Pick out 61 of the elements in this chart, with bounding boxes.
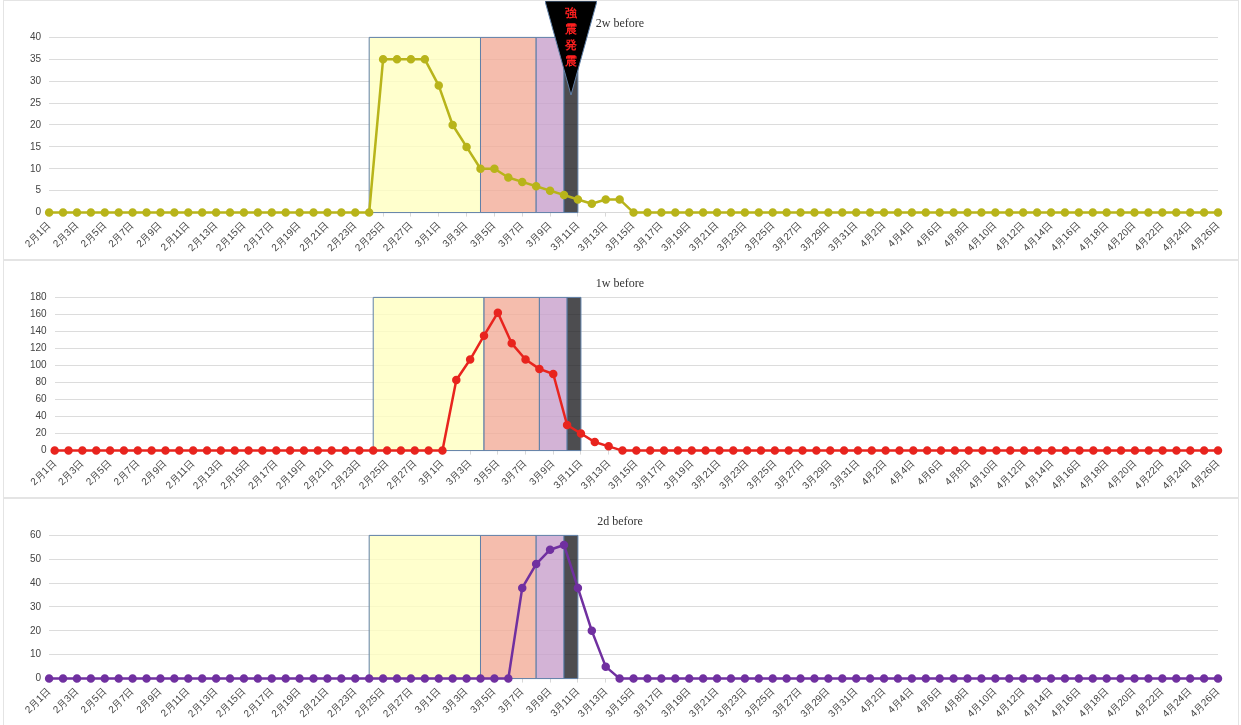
x-tick-label: 3月3日 [443,457,474,488]
y-tick-label: 160 [30,308,48,320]
x-tick-label: 4月2日 [857,685,888,716]
x-tick-label: 4月4日 [885,219,916,250]
y-tick-label: 60 [30,529,42,541]
y-tick-label: 30 [30,74,42,86]
chart-title: 2w before [595,16,645,31]
y-tick-label: 120 [30,342,48,354]
y-tick-label: 25 [30,96,42,108]
x-tick-label: 4月2日 [857,219,888,250]
chart-title: 1w before [595,276,645,291]
x-tick-label: 2月5日 [78,685,109,716]
x-tick-label: 2月1日 [22,219,53,250]
x-tick-label: 2月3日 [50,219,81,250]
y-tick-label: 30 [30,600,42,612]
x-tick-label: 4月2日 [859,457,889,488]
y-tick-label: 15 [30,140,42,152]
y-tick-label: 60 [35,393,48,405]
x-tick-label: 2月7日 [111,457,142,488]
x-tick-label: 4月6日 [914,457,945,488]
y-tick-label: 20 [30,118,42,130]
y-tick-label: 40 [30,576,42,588]
x-tick-label: 2月5日 [83,457,114,488]
x-tick-label: 3月7日 [495,219,526,250]
x-tick-label: 3月1日 [412,685,443,716]
y-tick-label: 20 [35,427,48,439]
y-tick-label: 80 [35,376,48,388]
x-tick-label: 2月7日 [106,685,136,716]
chart-title: 2d before [597,514,643,529]
x-tick-label: 3月1日 [412,219,443,250]
y-tick-label: 100 [30,359,48,371]
y-tick-label: 35 [30,53,42,65]
y-tick-label: 40 [30,31,42,43]
y-tick-label: 20 [30,624,42,636]
x-tick-label: 3月5日 [471,457,502,488]
x-tick-label: 4月6日 [913,685,944,716]
band-label: 強震発震 [563,5,578,69]
y-tick-label: 0 [35,672,42,684]
x-tick-label: 3月5日 [467,219,498,250]
x-tick-label: 4月4日 [886,457,917,488]
y-tick-label: 50 [30,553,42,565]
x-tick-label: 3月5日 [467,685,498,716]
x-tick-label: 3月7日 [495,685,526,716]
y-tick-label: 10 [30,162,42,174]
y-tick-label: 0 [35,206,42,218]
y-tick-label: 180 [30,291,48,303]
x-tick-label: 3月7日 [499,457,529,488]
x-tick-label: 2月1日 [22,685,53,716]
x-tick-label: 3月3日 [440,685,470,716]
x-tick-label: 2月7日 [106,219,136,250]
y-tick-label: 140 [30,325,48,337]
x-tick-label: 3月3日 [440,219,470,250]
x-tick-label: 4月6日 [913,219,944,250]
y-tick-label: 40 [35,410,48,422]
x-tick-label: 2月5日 [78,219,109,250]
y-tick-label: 10 [30,648,42,660]
x-tick-label: 2月3日 [50,685,81,716]
x-tick-label: 3月1日 [416,457,446,488]
y-tick-label: 5 [35,184,42,196]
x-tick-label: 4月4日 [885,685,916,716]
y-tick-label: 0 [41,444,48,456]
